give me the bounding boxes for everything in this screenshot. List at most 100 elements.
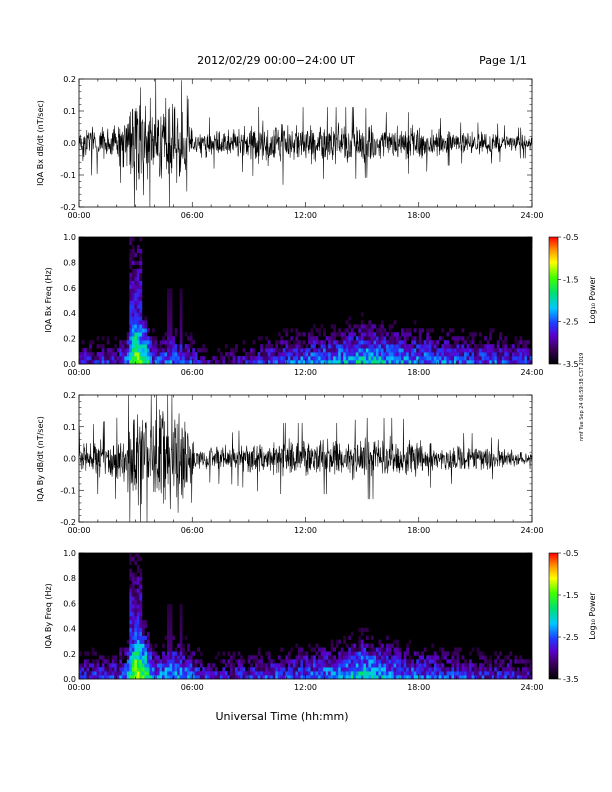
spectrogram-cell — [343, 352, 347, 357]
spectrogram-cell — [358, 627, 362, 633]
spectrogram-cell — [486, 659, 490, 664]
spectrogram-cell — [446, 340, 450, 345]
spectrogram-cell — [453, 360, 457, 365]
spectrogram-cell — [116, 675, 120, 680]
spectrogram-cell — [169, 336, 173, 341]
spectrogram-cell — [159, 344, 163, 349]
spectrogram-cell — [363, 643, 367, 648]
spectrogram-cell — [96, 671, 100, 676]
spectrogram-cell — [167, 328, 170, 333]
spectrogram-cell — [469, 675, 472, 680]
spectrogram-cell — [159, 671, 163, 676]
spectrogram-cell — [398, 655, 402, 660]
spectrogram-cell — [348, 675, 352, 680]
spectrogram-cell — [167, 631, 170, 636]
spectrogram-cell — [305, 655, 309, 660]
spectrogram-cell — [169, 623, 173, 629]
spectrogram-cell — [386, 360, 389, 365]
spectrogram-cell — [109, 667, 113, 672]
spectrogram-cell — [403, 360, 407, 365]
spectrogram-cell — [290, 344, 294, 349]
spectrogram-cell — [438, 356, 442, 361]
spectrogram-cell — [406, 643, 409, 648]
spectrogram-cell — [136, 244, 140, 250]
spectrogram-cell — [441, 352, 445, 357]
spectrogram-cell — [318, 671, 321, 676]
spectrogram-cell — [131, 272, 135, 277]
spectrogram-cell — [381, 332, 384, 337]
spectrogram-cell — [192, 348, 196, 353]
spectrogram-cell — [292, 675, 296, 680]
spectrogram-cell — [131, 619, 135, 625]
spectrogram-cell — [499, 356, 503, 361]
spectrogram-cell — [471, 663, 475, 668]
spectrogram-cell — [476, 647, 480, 652]
spectrogram-cell — [164, 356, 168, 361]
spectrogram-cell — [509, 675, 513, 680]
spectrogram-cell — [368, 360, 372, 365]
spectrogram-cell — [151, 348, 155, 353]
spectrogram-cell — [529, 360, 533, 365]
spectrogram-cell — [126, 663, 130, 668]
spectrogram-cell — [184, 332, 188, 337]
spectrogram-cell — [96, 659, 100, 664]
spectrogram-cell — [363, 675, 367, 680]
spectrogram-cell — [469, 332, 472, 337]
spectrogram-cell — [116, 356, 120, 361]
spectrogram-cell — [300, 659, 304, 664]
spectrogram-cell — [501, 659, 505, 664]
spectrogram-cell — [131, 596, 135, 601]
spectrogram-cell — [441, 336, 445, 341]
spectrogram-cell — [172, 340, 175, 345]
spectrogram-cell — [192, 663, 196, 668]
spectrogram-cell — [509, 651, 513, 656]
spectrogram-cell — [333, 356, 336, 361]
spectrogram-cell — [365, 627, 369, 633]
spectrogram-cell — [494, 659, 498, 664]
spectrogram-cell — [94, 663, 97, 668]
spectrogram-cell — [355, 336, 359, 341]
spectrogram-cell — [489, 360, 493, 365]
spectrogram-cell — [426, 663, 430, 668]
spectrogram-cell — [456, 344, 460, 349]
spectrogram-cell — [287, 344, 291, 349]
spectrogram-cell — [129, 639, 133, 644]
spectrogram-cell — [438, 663, 442, 668]
spectrogram-cell — [139, 324, 143, 329]
spectrogram-cell — [119, 671, 123, 676]
spectrogram-cell — [157, 659, 160, 664]
spectrogram-cell — [318, 659, 321, 664]
spectrogram-cell — [111, 356, 115, 361]
spectrogram-cell — [396, 336, 399, 341]
spectrogram-cell — [81, 671, 85, 676]
spectrogram-cell — [139, 252, 143, 258]
spectrogram-cell — [157, 675, 160, 680]
spectrogram-cell — [106, 348, 110, 353]
spectrogram-cell — [129, 592, 133, 597]
spectrogram-cell — [302, 675, 306, 680]
spectrogram-cell — [139, 556, 143, 562]
x-tick-label: 18:00 — [407, 683, 430, 692]
spectrogram-cell — [393, 360, 397, 365]
spectrogram-cell — [237, 671, 241, 676]
spectrogram-cell — [252, 671, 256, 676]
spectrogram-cell — [396, 344, 399, 349]
spectrogram-cell — [335, 344, 339, 349]
spectrogram-cell — [423, 356, 427, 361]
spectrogram-cell — [111, 655, 115, 660]
spectrogram-cell — [167, 344, 170, 349]
spectrogram-cell — [411, 675, 415, 680]
spectrogram-cell — [240, 356, 243, 361]
spectrogram-cell — [131, 651, 135, 656]
spectrogram-cell — [172, 348, 175, 353]
spectrogram-cell — [136, 304, 140, 309]
spectrogram-cell — [320, 655, 324, 660]
spectrogram-cell — [353, 332, 357, 337]
y-tick-label: 0.0 — [63, 675, 76, 684]
spectrogram-cell — [340, 675, 344, 680]
panel-bx-dbdt-ylabel: IQA Bx dB/dt (nT/sec) — [36, 100, 45, 186]
spectrogram-cell — [456, 348, 460, 353]
spectrogram-cell — [496, 360, 500, 365]
panel-by-spectrogram: IQA By Freq (Hz) 00:00 06:00 12:00 18:00 24:… — [44, 549, 597, 692]
spectrogram-cell — [265, 348, 269, 353]
